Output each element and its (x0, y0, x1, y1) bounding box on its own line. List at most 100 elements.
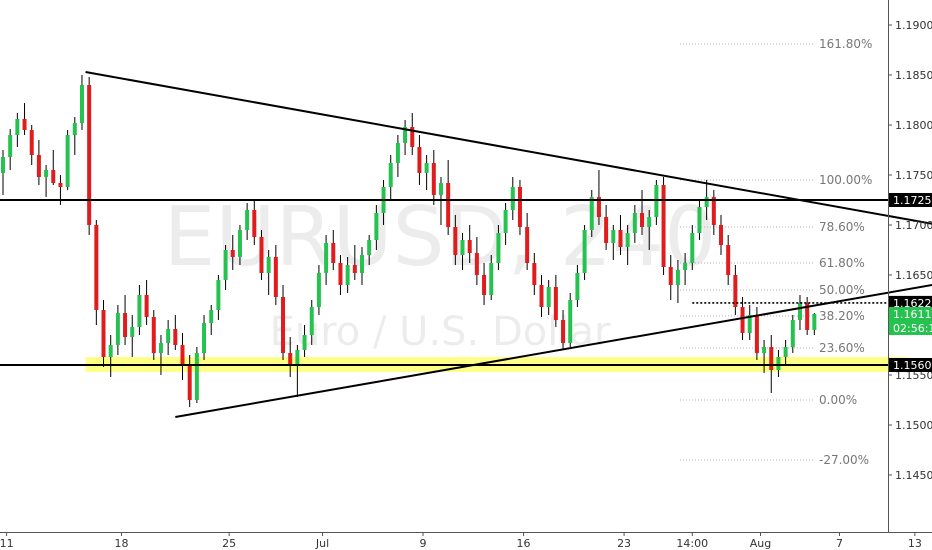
price-tick-label: 1.18500 (895, 69, 932, 82)
candle-up (324, 243, 329, 273)
candle-up (783, 347, 788, 357)
candle-up (72, 123, 77, 135)
drawing-lines (0, 71, 932, 418)
candle-up (15, 119, 20, 135)
price-tick-label: 1.15000 (895, 419, 932, 432)
price-badges: 1.17250 1.15600 1.162211.1611002:56:19 (889, 193, 932, 372)
watermark-name: Euro / U.S. Dollar (270, 309, 611, 355)
candle-up (216, 280, 221, 310)
candle-up (115, 313, 120, 345)
candle-down (482, 275, 487, 295)
candle-down (446, 183, 451, 227)
candle-up (460, 240, 465, 255)
candle-down (151, 317, 156, 353)
candle-down (101, 310, 106, 357)
candle-down (22, 119, 27, 130)
fib-label: 38.20% (819, 309, 865, 323)
candle-down (733, 275, 738, 307)
candle-up (790, 320, 795, 347)
candle-down (273, 257, 278, 297)
candles (1, 75, 817, 407)
level-badge (889, 358, 932, 372)
time-tick-label: Jul (315, 537, 329, 550)
candle-up (309, 307, 314, 335)
candle-down (561, 320, 566, 343)
candle-up (403, 127, 408, 143)
candle-up (690, 233, 695, 263)
candle-up (65, 135, 70, 187)
candle-down (453, 227, 458, 255)
candle-up (223, 250, 228, 280)
candle-down (410, 127, 415, 147)
price-tick-label: 1.15500 (895, 369, 932, 382)
bar-countdown: 02:56:19 (893, 322, 932, 335)
candle-up (582, 230, 587, 273)
candle-down (668, 267, 673, 285)
fibonacci-levels: 161.80% 100.00% 78.60% 61.80% 50.00% 38.20% 23… (680, 37, 872, 467)
candle-up (245, 210, 250, 230)
candle-down (94, 225, 99, 310)
fib-label: -27.00% (819, 453, 869, 467)
candle-up (209, 310, 214, 323)
candle-up (44, 170, 49, 177)
candle-down (719, 225, 723, 245)
candle-down (431, 163, 436, 195)
time-tick-label: 9 (420, 537, 427, 550)
watermark-symbol: EURUSD, 240 (164, 190, 717, 285)
time-tick-label: 13 (908, 537, 922, 550)
candle-down (539, 285, 544, 307)
trendline (85, 71, 932, 225)
candle-up (489, 263, 494, 295)
candle-up (704, 197, 709, 207)
candle-down (467, 240, 472, 253)
candle-up (496, 233, 501, 263)
candle-down (474, 253, 479, 275)
price-tick-label: 1.18000 (895, 119, 932, 132)
candle-up (575, 273, 580, 300)
candle-down (36, 155, 41, 177)
candle-down (51, 170, 56, 183)
candle-down (29, 130, 34, 155)
candle-down (525, 227, 530, 263)
candle-up (345, 265, 350, 285)
fib-label: 61.80% (819, 256, 865, 270)
candle-up (776, 357, 781, 370)
price-tick-label: 1.14500 (895, 469, 932, 482)
candle-down (754, 315, 759, 353)
candle-up (747, 315, 752, 333)
candle-up (130, 327, 135, 337)
level-badge-label: 1.17250 (893, 194, 932, 207)
candle-down (180, 345, 185, 365)
candle-down (532, 263, 537, 285)
candle-up (367, 240, 372, 255)
candle-down (769, 347, 774, 370)
candle-down (144, 295, 149, 317)
candle-up (237, 230, 242, 257)
candle-up (374, 213, 379, 240)
candle-up (202, 323, 207, 353)
candle-down (352, 265, 357, 273)
trendline (175, 284, 932, 418)
fib-label: 161.80% (819, 37, 872, 51)
candle-up (388, 163, 393, 187)
fib-label: 23.60% (819, 341, 865, 355)
candle-up (683, 263, 688, 270)
level-badge (889, 295, 932, 310)
candle-up (194, 353, 199, 400)
candle-down (288, 353, 293, 365)
candle-up (79, 85, 84, 123)
candle-up (503, 210, 508, 233)
candle-up (424, 163, 429, 173)
candle-up (762, 347, 767, 353)
time-tick-label: Aug (750, 537, 771, 550)
candle-up (675, 270, 680, 285)
candle-up (625, 233, 630, 247)
candle-down (661, 185, 666, 267)
fib-label: 50.00% (819, 283, 865, 297)
candle-up (510, 187, 515, 210)
candle-down (252, 210, 257, 237)
candle-down (711, 197, 716, 225)
candle-up (108, 345, 113, 357)
candle-up (546, 287, 551, 307)
